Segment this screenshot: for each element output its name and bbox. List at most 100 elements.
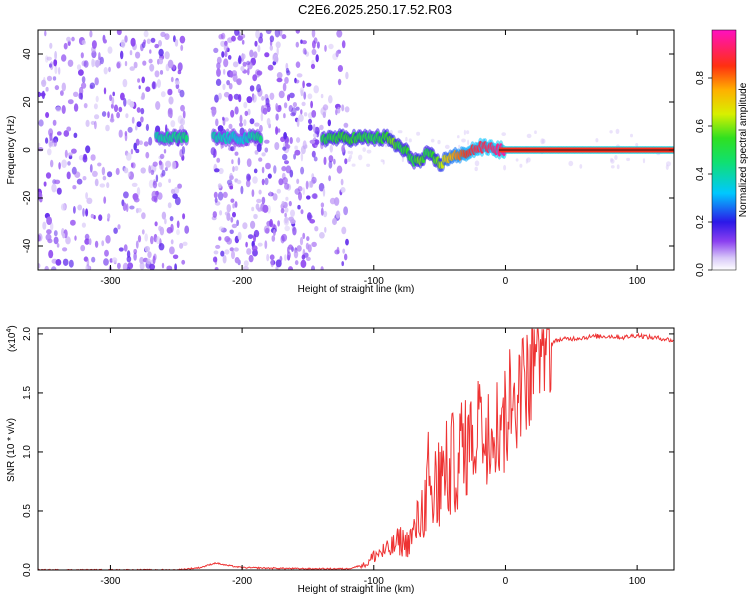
spectrogram-noise-cell	[306, 236, 310, 242]
spectrogram-noise-cell	[147, 251, 152, 259]
spectrogram-noise-cell	[124, 132, 128, 142]
spectrogram-noise-cell	[102, 175, 107, 181]
spectrogram-noise-cell	[90, 213, 95, 219]
spectrogram-noise-cell	[148, 179, 154, 189]
spectrogram-noise-cell	[112, 91, 115, 97]
spectrogram-noise-cell	[222, 191, 228, 198]
spectrogram-noise-cell	[101, 111, 107, 117]
spectrogram-noise-cell	[534, 130, 537, 134]
colorbar: 0.0 0.2 0.4 0.6 0.8 Normalized spectral ampl…	[695, 29, 749, 277]
spectrogram-noise-cell	[300, 109, 303, 115]
spectrogram-noise-cell	[264, 177, 269, 186]
spectrogram-noise-cell	[269, 35, 275, 43]
spectrogram-noise-cell	[89, 164, 93, 173]
spectrogram-noise-cell	[111, 96, 115, 105]
spectrogram-noise-cell	[38, 119, 44, 127]
spectrogram-noise-cell	[63, 42, 68, 50]
snr-ylabel: SNR (10 * v/v)	[6, 418, 17, 482]
spectrogram-noise-cell	[296, 245, 302, 252]
spectrogram-noise-cell	[285, 142, 289, 149]
spectrogram-noise-cell	[310, 100, 313, 109]
spectrogram-noise-cell	[254, 122, 260, 127]
spectrogram-noise-cell	[234, 257, 240, 264]
spectrogram-noise-cell	[86, 258, 90, 267]
spectrogram-noise-cell	[67, 161, 71, 166]
spectrogram-noise-cell	[311, 150, 316, 158]
spectrogram-noise-cell	[229, 71, 234, 78]
spectrogram-noise-cell	[298, 191, 302, 201]
spectrogram-noise-cell	[73, 132, 78, 138]
spectrogram-noise-cell	[149, 63, 155, 72]
spectrogram-noise-cell	[341, 40, 346, 49]
spectrogram-noise-cell	[139, 262, 145, 270]
spectrogram-noise-cell	[70, 219, 76, 226]
spectrogram-noise-cell	[159, 153, 165, 159]
spectrogram-noise-cell	[151, 81, 157, 90]
spectrogram-noise-cell	[258, 189, 262, 195]
spectrogram-noise-cell	[218, 236, 222, 241]
spectrogram-noise-cell	[252, 176, 258, 184]
spectrogram-noise-cell	[320, 93, 324, 99]
spectrogram-noise-cell	[152, 161, 158, 167]
spectrogram-noise-cell	[181, 259, 186, 265]
spectrogram-noise-cell	[136, 121, 142, 128]
spectrogram-noise-cell	[242, 53, 246, 60]
spectrogram-noise-cell	[78, 69, 84, 76]
spectrogram-noise-cell	[615, 128, 620, 134]
spectrogram-noise-cell	[105, 124, 110, 132]
spectrogram-noise-cell	[67, 99, 74, 105]
spectrogram-noise-cell	[218, 92, 222, 100]
spectrogram-noise-cell	[311, 265, 315, 270]
spectrogram-noise-cell	[51, 138, 56, 143]
spectrogram-noise-cell	[122, 78, 128, 88]
spectrogram-noise-cell	[273, 165, 277, 174]
spectrogram-noise-cell	[135, 51, 141, 59]
spectrogram-noise-cell	[293, 249, 299, 259]
spectrogram-noise-cell	[136, 187, 141, 196]
spectrogram-noise-cell	[164, 51, 170, 60]
spectrogram-noise-cell	[239, 114, 243, 124]
spectrogram-noise-cell	[284, 212, 287, 218]
spectrogram-noise-cell	[68, 259, 74, 268]
spectrogram-noise-cell	[135, 148, 140, 154]
spectrogram-noise-cell	[55, 106, 62, 112]
spectrogram-noise-cell	[152, 255, 156, 265]
spectrogram-noise-cell	[61, 54, 67, 62]
spectrogram-noise-cell	[311, 110, 317, 118]
spectrogram-noise-cell	[95, 59, 100, 68]
snr-xlabel: Height of straight line (km)	[298, 584, 415, 595]
spectrogram-noise-cell	[144, 233, 148, 242]
spectrogram-noise-cell	[275, 126, 279, 135]
spectrogram-noise-cell	[251, 206, 255, 212]
spectrogram-noise-cell	[54, 50, 57, 60]
spectrogram-noise-cell	[106, 182, 110, 189]
spectrogram-noise-cell	[275, 41, 281, 49]
spectrogram-noise-cell	[314, 139, 320, 145]
spectrogram-noise-cell	[116, 62, 121, 69]
x-tick-label: -100	[364, 276, 384, 287]
spectrogram-noise-cell	[89, 82, 96, 89]
spectrogram-noise-cell	[53, 230, 58, 237]
spectrogram-noise-cell	[107, 46, 113, 54]
spectrogram-noise-cell	[349, 154, 353, 160]
spectrogram-noise-cell	[272, 53, 278, 62]
spectrogram-noise-cell	[86, 197, 93, 204]
spectrogram-noise-cell	[467, 139, 470, 146]
spectrogram-noise-cell	[81, 40, 87, 45]
spectrogram-noise-cell	[253, 213, 258, 220]
spectrogram-noise-cell	[328, 160, 333, 169]
spectrogram-noise-cell	[247, 234, 254, 240]
spectrogram-noise-cell	[67, 59, 74, 67]
spectrogram-noise-cell	[288, 200, 292, 207]
spectrogram-noise-cell	[337, 106, 341, 114]
spectrogram-noise-cell	[313, 156, 318, 162]
spectrogram-noise-cell	[258, 157, 263, 162]
y-tick-label: 2.0	[22, 327, 33, 341]
spectrogram-noise-cell	[626, 157, 631, 162]
spectrogram-noise-cell	[284, 254, 287, 261]
spectrogram-noise-cell	[129, 66, 135, 71]
spectrogram-noise-cell	[345, 238, 349, 246]
spectrogram-noise-cell	[85, 264, 91, 270]
